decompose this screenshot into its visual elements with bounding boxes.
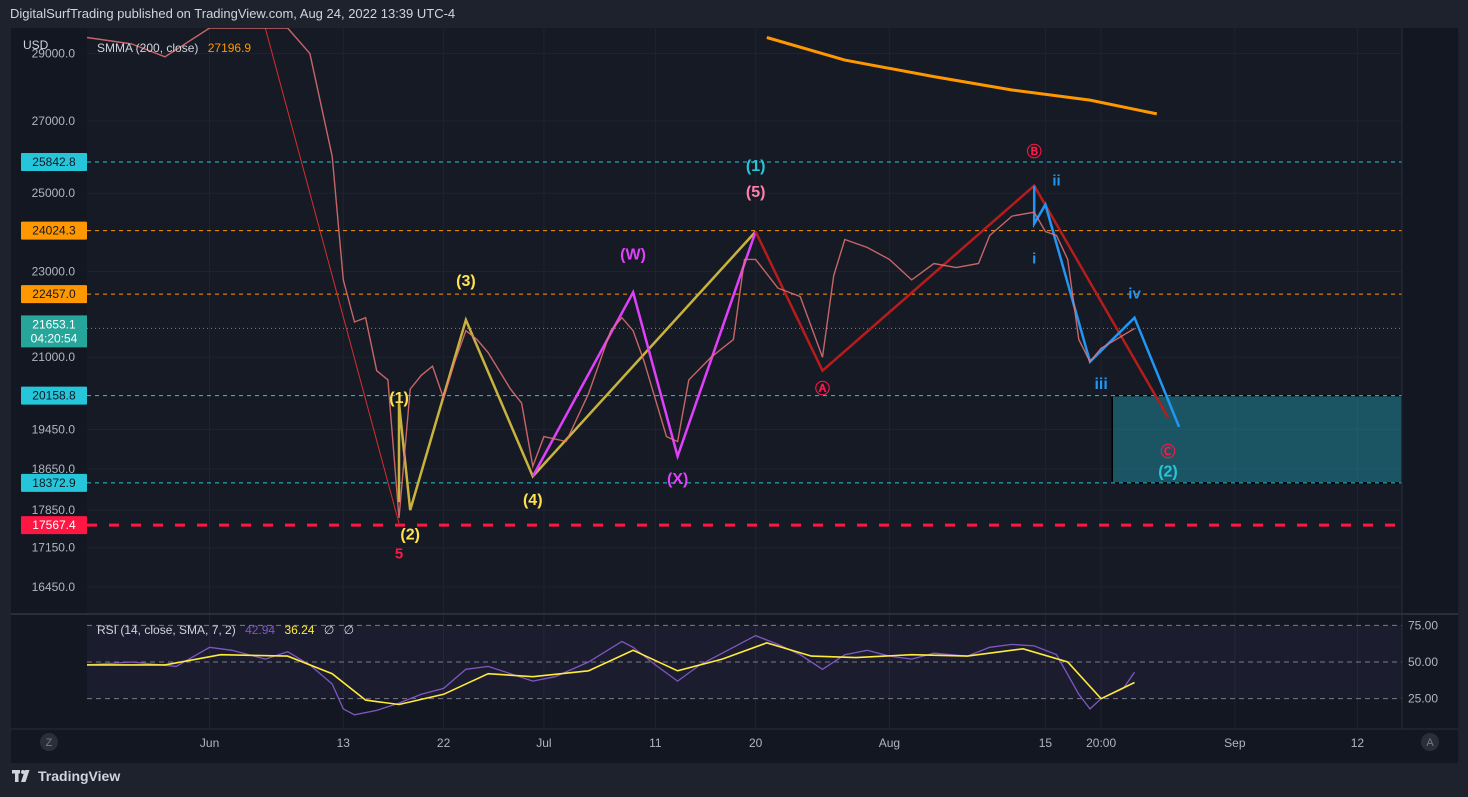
price-tick-label: 23000.0	[32, 265, 76, 279]
time-tick-label: 22	[437, 736, 451, 750]
price-axis[interactable]: 29000.0 27000.0 25000.0 23000.0 21000.0 19450…	[32, 47, 76, 594]
price-tick-label: 25000.0	[32, 186, 76, 200]
wave-label: (5)	[746, 184, 766, 201]
wave-label: (X)	[667, 471, 688, 488]
price-tick-label: 18650.0	[32, 462, 76, 476]
wave-label: i	[1032, 250, 1036, 267]
time-tick-label: 15	[1039, 736, 1053, 750]
rsi-legend[interactable]: RSI (14, close, SMA, 7, 2) 42.94 36.24 ∅…	[97, 623, 354, 637]
time-tick-label: Aug	[879, 736, 900, 750]
smma-legend-label: SMMA (200, close)	[97, 41, 198, 55]
price-tick-label: 27000.0	[32, 114, 76, 128]
footer-brand-label: TradingView	[38, 768, 121, 784]
smma-legend-value: 27196.9	[208, 41, 252, 55]
rsi-series	[86, 634, 1136, 716]
time-tick-label: Sep	[1224, 736, 1246, 750]
log-scale-button-label: Z	[46, 737, 53, 749]
wave-label: (W)	[620, 246, 646, 263]
price-series	[86, 28, 1135, 519]
price-tick-label: 21000.0	[32, 350, 76, 364]
wave-red-decline[interactable]	[264, 28, 400, 524]
wave-label: (1)	[389, 390, 409, 407]
price-tick-label: 29000.0	[32, 47, 76, 61]
wave-label: iii	[1094, 376, 1107, 393]
time-tick-label: Jun	[200, 736, 219, 750]
wave-blue-subwaves[interactable]	[1032, 185, 1181, 428]
wave-yellow-impulse[interactable]	[397, 230, 757, 511]
price-tick-label: 16450.0	[32, 580, 76, 594]
price-tags: 25842.8 24024.3 22457.0 20158.8 18372.9 17567…	[21, 153, 87, 535]
rsi-tick-label: 25.00	[1408, 692, 1438, 706]
level-tag	[21, 516, 87, 535]
wave-label: (3)	[456, 273, 476, 290]
price-chart[interactable]: (1)(2)5(3)(4)(W)(X)(1)(5)ⒶⒷⒸ(2)iiiiiiiv …	[11, 28, 1458, 763]
level-tag	[21, 153, 87, 172]
level-lines	[87, 161, 1402, 527]
rsi-tick-label: 75.00	[1408, 618, 1438, 632]
time-tick-label: 20	[749, 736, 763, 750]
level-tag-label: 25842.8	[32, 155, 76, 169]
level-tag	[21, 221, 87, 240]
wave-label: (4)	[523, 492, 543, 509]
level-tag	[21, 473, 87, 492]
wave-label: ii	[1052, 173, 1060, 190]
log-scale-button[interactable]: Z	[40, 733, 58, 751]
time-tick-label: 20:00	[1086, 736, 1116, 750]
publisher-header: DigitalSurfTrading published on TradingV…	[10, 6, 456, 21]
elliott-wave-lines	[264, 28, 1181, 524]
wave-magenta-wxy[interactable]	[531, 231, 757, 477]
level-tag-label: 24024.3	[32, 224, 76, 238]
wave-label: Ⓐ	[815, 380, 830, 398]
tradingview-logo-icon	[12, 770, 30, 782]
rsi-legend-extra-1: ∅	[324, 623, 334, 637]
wave-dark-red-abc[interactable]	[754, 183, 1170, 418]
price-tick-label: 19450.0	[32, 422, 76, 436]
rsi-legend-extra-2: ∅	[344, 623, 354, 637]
rsi-legend-value: 42.94	[245, 623, 275, 637]
time-axis[interactable]: Jun 13 22 Jul 11 20 Aug 15 20:00 Sep 12	[200, 736, 1365, 750]
rsi-legend-sma-value: 36.24	[284, 623, 314, 637]
target-zone-box	[1111, 394, 1403, 484]
level-tag-label: 18372.9	[32, 476, 76, 490]
wave-label: 5	[395, 546, 403, 563]
price-tick-label: 17150.0	[32, 541, 76, 555]
level-tag	[21, 285, 87, 304]
last-price-tag	[21, 315, 87, 348]
auto-scale-button[interactable]: A	[1421, 733, 1439, 751]
wave-label: (1)	[746, 158, 766, 175]
rsi-sma-line	[87, 642, 1135, 706]
time-tick-label: 12	[1351, 736, 1365, 750]
price-line	[86, 28, 1135, 519]
wave-label: (2)	[1158, 463, 1178, 480]
footer-brand[interactable]: TradingView	[12, 768, 120, 784]
level-tag-label: 22457.0	[32, 287, 76, 301]
wave-label: (2)	[400, 527, 420, 544]
wave-label: Ⓑ	[1027, 142, 1042, 160]
time-tick-label: 11	[649, 736, 662, 750]
price-tick-label: 17850.0	[32, 503, 76, 517]
target-zone	[1111, 394, 1403, 484]
wave-label: Ⓒ	[1160, 442, 1175, 460]
time-tick-label: Jul	[536, 736, 551, 750]
smma-line[interactable]	[766, 36, 1158, 116]
level-tag	[21, 386, 87, 405]
smma-series	[766, 36, 1158, 116]
rsi-axis[interactable]: 75.00 50.00 25.00	[1408, 618, 1438, 705]
smma-legend[interactable]: SMMA (200, close) 27196.9	[97, 41, 251, 55]
wave-label: iv	[1128, 286, 1141, 303]
last-price-tag-label: 21653.1	[32, 317, 76, 331]
rsi-legend-label: RSI (14, close, SMA, 7, 2)	[97, 623, 236, 637]
time-tick-label: 13	[337, 736, 351, 750]
currency-label: USD	[23, 38, 49, 52]
level-tag-label: 17567.4	[32, 518, 76, 532]
main-pane[interactable]	[87, 28, 1402, 613]
rsi-tick-label: 50.00	[1408, 655, 1438, 669]
countdown-label: 04:20:54	[31, 331, 78, 345]
horizontal-grid	[87, 53, 1402, 588]
level-tag-label: 20158.8	[32, 389, 76, 403]
auto-scale-button-label: A	[1426, 737, 1434, 749]
